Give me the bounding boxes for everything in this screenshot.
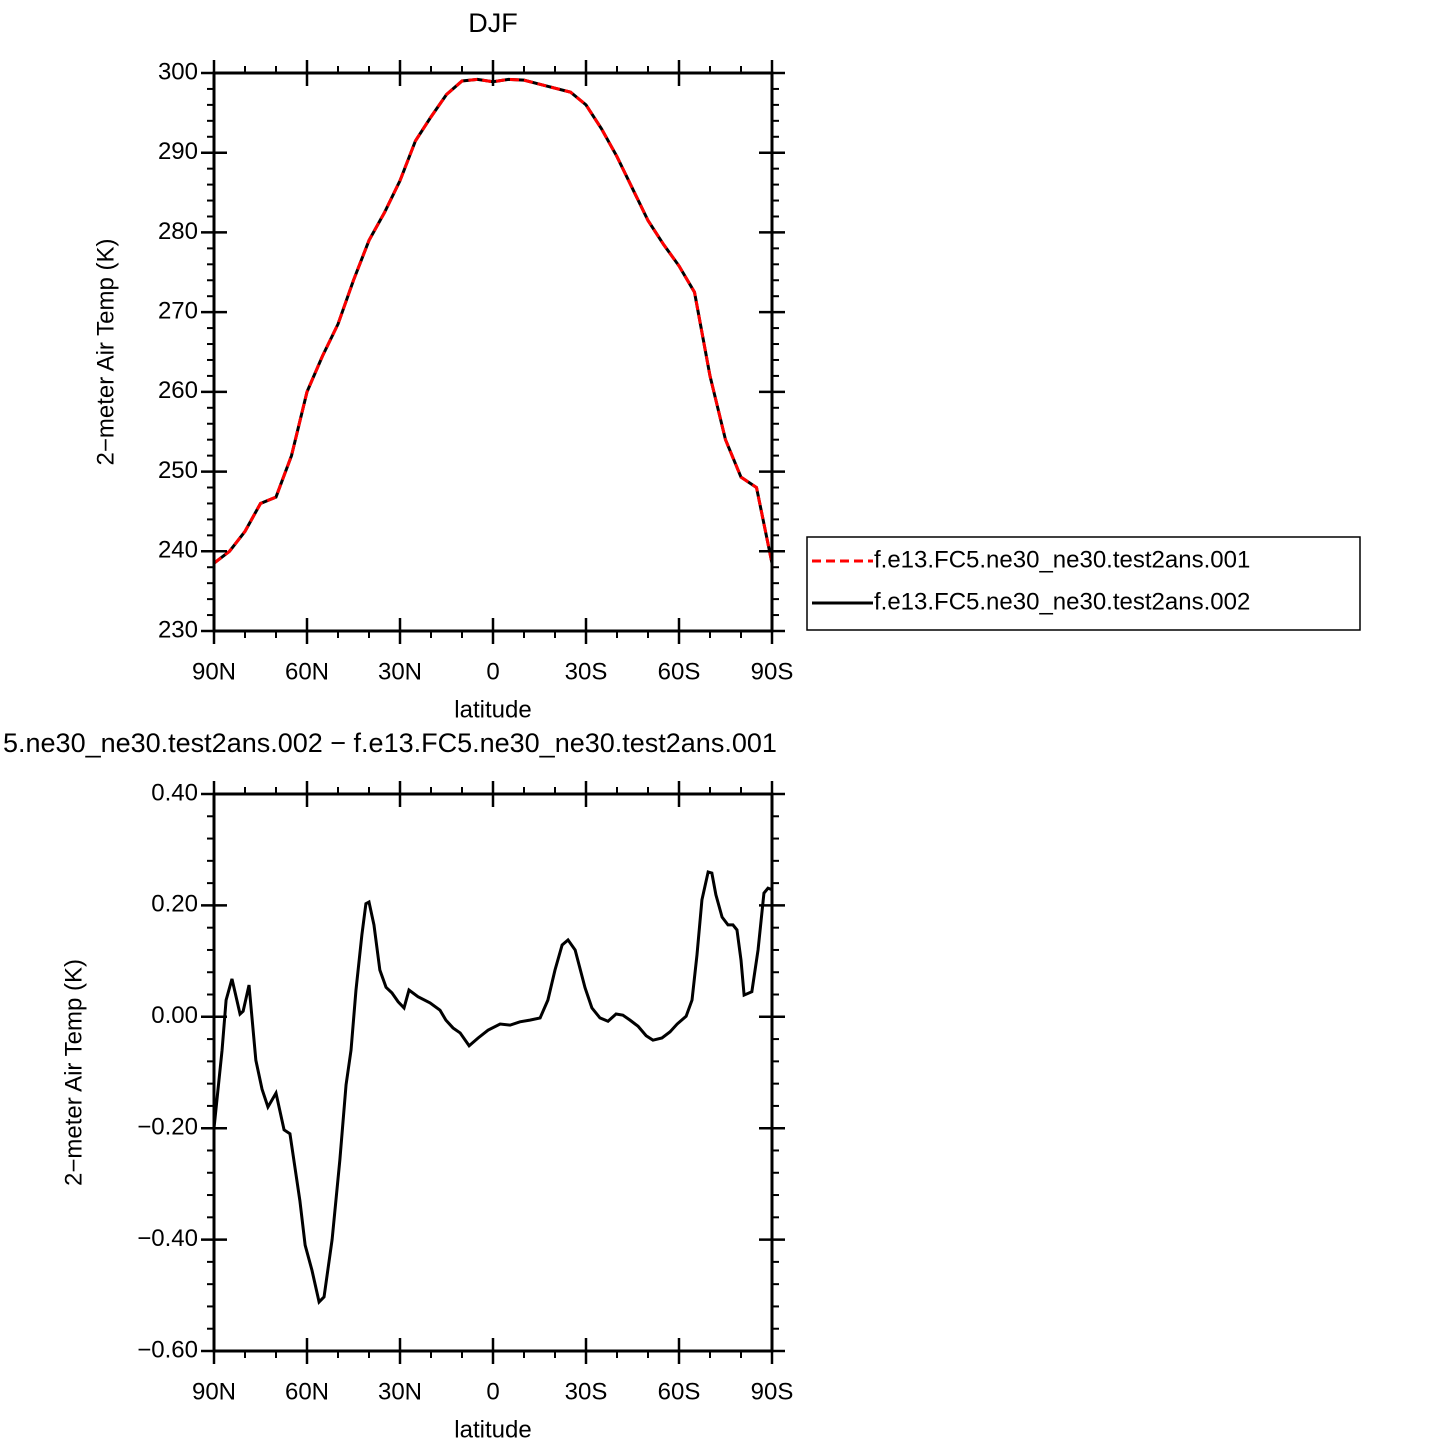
x-tick-label: 0 (486, 658, 499, 685)
y-tick-label: 0.20 (151, 891, 198, 918)
plot-frame (212, 71, 774, 633)
y-tick-label: −0.60 (137, 1336, 198, 1363)
y-tick-label: 260 (158, 377, 198, 404)
x-tick-label: 60N (285, 658, 329, 685)
data-line (213, 77, 774, 565)
y-tick-label: 250 (158, 457, 198, 484)
x-tick-label: 90S (751, 658, 794, 685)
chart-title: DJF (468, 8, 518, 38)
data-line (212, 870, 773, 1305)
y-tick-label: 0.00 (151, 1002, 198, 1029)
legend: f.e13.FC5.ne30_ne30.test2ans.001 f.e13.FC… (806, 536, 1361, 631)
y-tick-label: 290 (158, 138, 198, 165)
x-tick-label: 90N (192, 1378, 236, 1405)
y-tick-label: 280 (158, 218, 198, 245)
x-tick-label: 60S (658, 658, 701, 685)
legend-box (806, 536, 1361, 631)
y-tick-label: 300 (158, 58, 198, 85)
data-line (213, 77, 774, 565)
x-tick-label: 30S (565, 658, 608, 685)
plot-frame (212, 792, 774, 1353)
y-tick-label: −0.20 (137, 1114, 198, 1141)
x-tick-label: 60S (658, 1378, 701, 1405)
x-axis-label: latitude (454, 696, 531, 723)
y-axis-label: 2−meter Air Temp (K) (92, 239, 119, 466)
x-axis-label: latitude (454, 1416, 531, 1443)
x-tick-label: 30S (565, 1378, 608, 1405)
legend-label: f.e13.FC5.ne30_ne30.test2ans.001 (874, 546, 1250, 573)
x-tick-label: 60N (285, 1378, 329, 1405)
y-tick-label: −0.40 (137, 1225, 198, 1252)
chart-title: 5.ne30_ne30.test2ans.002 − f.e13.FC5.ne3… (3, 728, 777, 758)
y-tick-label: 240 (158, 537, 198, 564)
x-tick-label: 90N (192, 658, 236, 685)
x-tick-label: 0 (486, 1378, 499, 1405)
y-tick-label: 230 (158, 616, 198, 643)
y-tick-label: 0.40 (151, 779, 198, 806)
x-tick-label: 90S (751, 1378, 794, 1405)
legend-label: f.e13.FC5.ne30_ne30.test2ans.002 (874, 588, 1250, 615)
x-tick-label: 30N (378, 658, 422, 685)
y-axis-label: 2−meter Air Temp (K) (60, 959, 87, 1186)
y-tick-label: 270 (158, 297, 198, 324)
x-tick-label: 30N (378, 1378, 422, 1405)
